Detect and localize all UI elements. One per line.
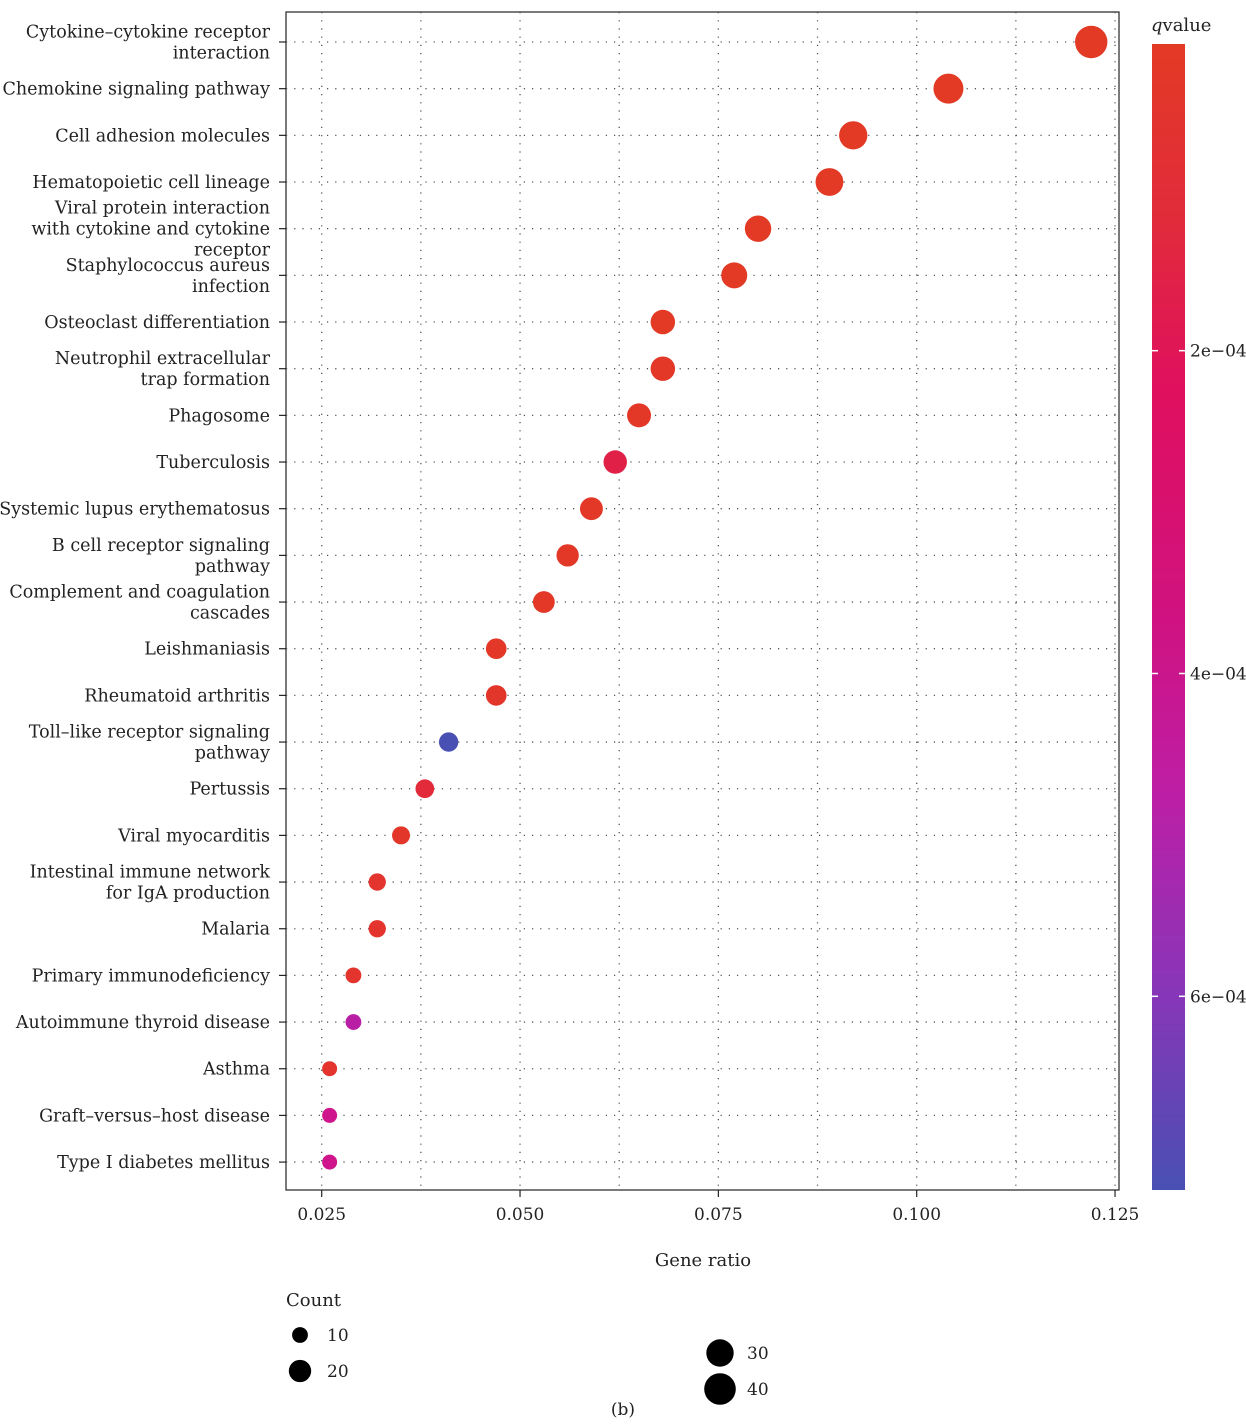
category-label: Intestinal immune network for IgA product… (30, 863, 271, 904)
category-label: Primary immunodeficiency (32, 966, 270, 986)
count-legend-dot (704, 1373, 736, 1405)
category-label: Type I diabetes mellitus (57, 1153, 270, 1173)
grid (286, 12, 1119, 1190)
x-axis: 0.025 0.050 0.075 0.100 0.125 (297, 1190, 1139, 1225)
data-point (368, 920, 386, 938)
count-legend-dot (288, 1359, 312, 1383)
count-legend-label: 30 (747, 1344, 769, 1364)
data-point (322, 1061, 338, 1077)
x-axis-title: Gene ratio (655, 1250, 751, 1271)
x-tick-label: 0.125 (1091, 1205, 1140, 1225)
category-label: Toll–like receptor signaling pathway (29, 723, 270, 764)
count-legend: Count 10 20 30 40 (286, 1290, 769, 1405)
data-point (368, 873, 386, 891)
category-label: Rheumatoid arthritis (84, 686, 270, 706)
category-label: Tuberculosis (156, 453, 270, 473)
x-tick-label: 0.050 (496, 1205, 545, 1225)
data-point (815, 168, 844, 196)
data-point (650, 356, 676, 381)
colorbar-tick-label: 4e−04 (1190, 664, 1246, 684)
colorbar-tick-label: 2e−04 (1190, 342, 1246, 362)
data-point (1075, 25, 1108, 59)
count-legend-label: 10 (327, 1326, 349, 1346)
qvalue-legend: qvalue 2e−04 4e−04 6e−04 (1151, 15, 1246, 1190)
category-label: Malaria (201, 920, 270, 940)
category-label: Neutrophil extracellular trap formation (55, 349, 271, 390)
data-point (579, 497, 603, 521)
category-label: Osteoclast differentiation (44, 313, 270, 333)
category-label: Leishmaniasis (144, 640, 270, 660)
count-legend-dot (706, 1339, 734, 1367)
x-tick-label: 0.025 (297, 1205, 346, 1225)
data-point (322, 1107, 338, 1123)
figure-caption: (b) (611, 1400, 635, 1420)
category-label: Asthma (202, 1060, 270, 1080)
data-point (556, 544, 579, 567)
data-point (392, 826, 411, 845)
count-legend-title: Count (286, 1290, 342, 1311)
category-label: Complement and coagulation cascades (9, 583, 270, 624)
category-label: Pertussis (189, 780, 270, 800)
data-point (721, 262, 748, 289)
x-tick-label: 0.100 (892, 1205, 941, 1225)
data-point (744, 215, 772, 242)
qvalue-colorbar-ticks: 2e−04 4e−04 6e−04 (1152, 342, 1246, 1007)
x-tick-label: 0.075 (694, 1205, 743, 1225)
plot-panel (285, 11, 1120, 1191)
category-label: B cell receptor signaling pathway (52, 536, 270, 577)
data-points (322, 25, 1108, 1170)
category-label: Autoimmune thyroid disease (15, 1013, 270, 1033)
data-point (627, 403, 652, 428)
data-point (839, 121, 868, 150)
data-point (322, 1154, 338, 1170)
category-label: Systemic lupus erythematosus (0, 500, 270, 520)
data-point (438, 732, 459, 752)
category-label: Staphylococcus aureus infection (66, 256, 270, 297)
count-legend-label: 40 (747, 1380, 769, 1400)
qvalue-legend-title-italic: q (1151, 15, 1163, 36)
qvalue-legend-title: qvalue (1151, 15, 1211, 36)
count-legend-label: 20 (327, 1362, 349, 1382)
category-label: Chemokine signaling pathway (3, 80, 271, 100)
data-point (345, 967, 362, 984)
colorbar-tick-label: 6e−04 (1190, 987, 1246, 1007)
qvalue-legend-title-rest: value (1162, 15, 1212, 36)
category-label: Viral protein interaction with cytokine a… (31, 199, 270, 261)
category-label: Viral myocarditis (117, 826, 270, 846)
data-point (933, 73, 964, 104)
data-point (345, 1014, 362, 1030)
category-label: Phagosome (168, 406, 270, 426)
category-label: Cell adhesion molecules (55, 126, 270, 146)
y-axis: Cytokine–cytokine receptor interaction Che… (0, 23, 286, 1173)
data-point (532, 591, 555, 613)
data-point (485, 685, 507, 706)
category-label: Cytokine–cytokine receptor interaction (26, 23, 271, 64)
data-point (485, 638, 507, 660)
data-point (603, 450, 627, 474)
category-label: Graft–versus–host disease (39, 1106, 270, 1126)
data-point (415, 779, 435, 799)
count-legend-dot (292, 1327, 308, 1343)
qvalue-colorbar (1152, 44, 1185, 1190)
data-point (650, 309, 676, 335)
category-label: Hematopoietic cell lineage (32, 173, 270, 193)
